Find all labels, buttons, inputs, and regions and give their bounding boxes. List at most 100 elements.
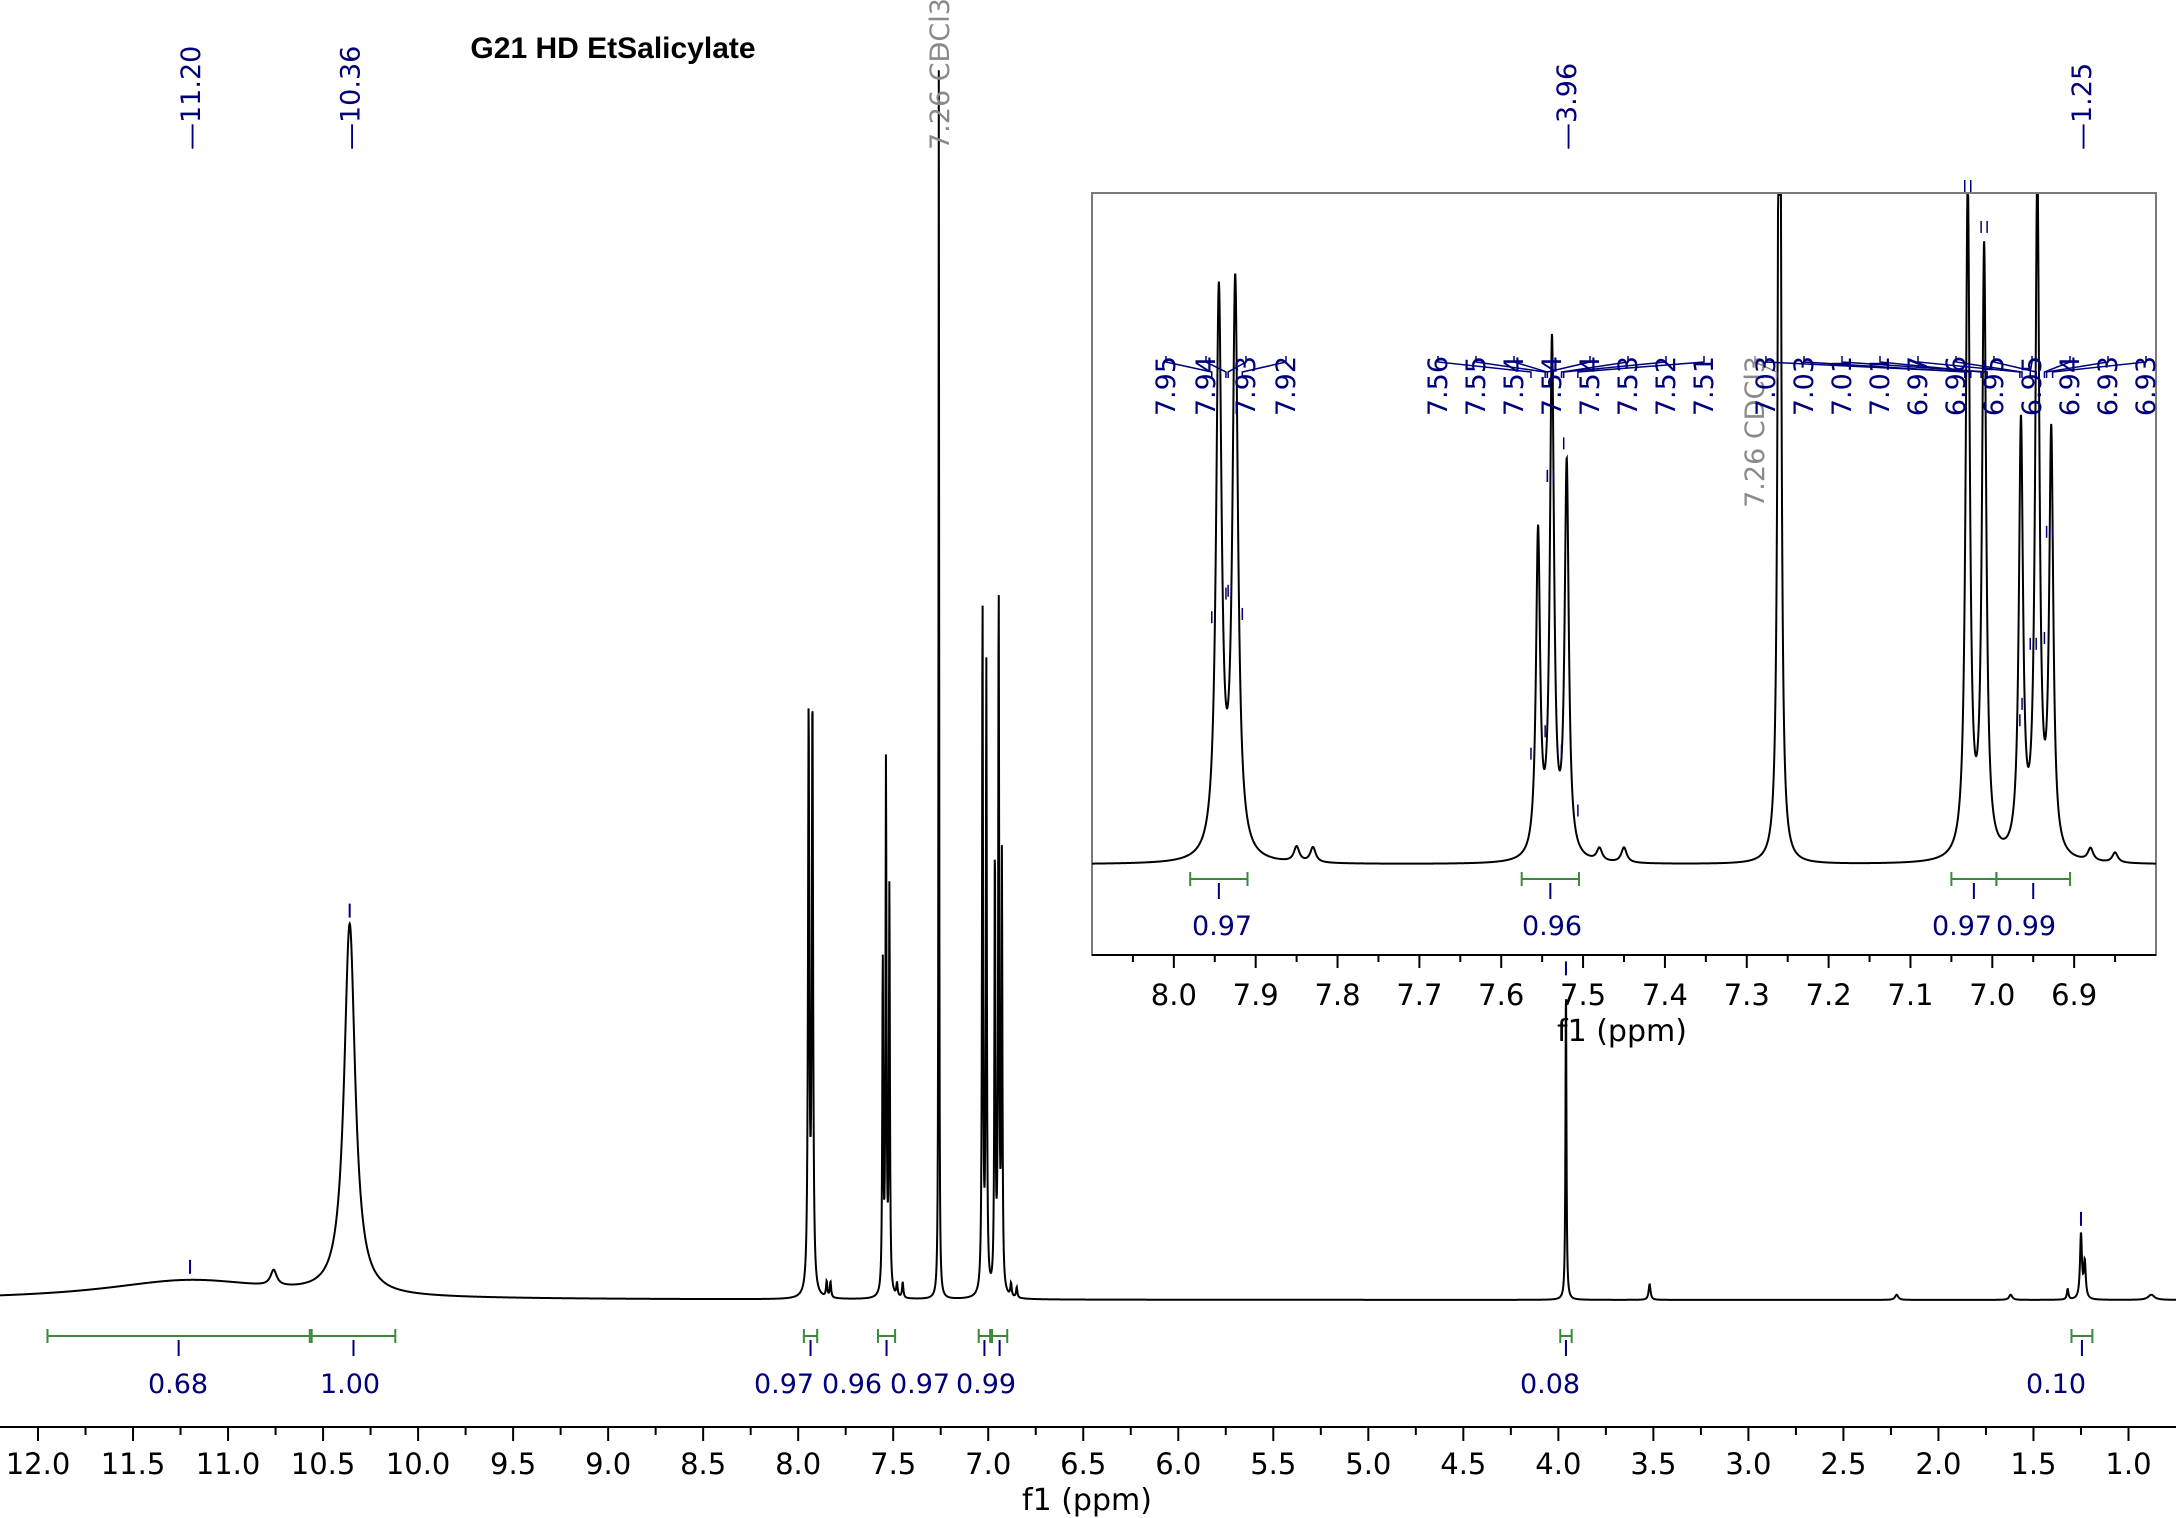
main-x-tick-label: 7.5	[870, 1447, 916, 1481]
inset-peak-connector	[1765, 356, 1972, 378]
inset-peak-connector	[1879, 356, 1982, 378]
inset-peak-label: 7.94	[1191, 356, 1222, 416]
main-x-tick-label: 12.0	[6, 1447, 71, 1481]
inset-peak-label: 7.01	[1865, 356, 1896, 416]
inset-x-tick-label: 7.1	[1887, 978, 1933, 1012]
inset-peak-connector	[2051, 356, 2147, 378]
peak-label: —10.36	[336, 46, 367, 150]
inset-peak-label: 6.95	[1979, 356, 2010, 416]
inset-peak-connector	[1841, 356, 1988, 378]
inset-peak-connector	[2043, 356, 2071, 378]
inset-peak-label: 6.96	[1941, 356, 1972, 416]
inset-peak-connector	[2045, 356, 2109, 378]
inset-peak-label: 6.95	[2017, 356, 2048, 416]
inset-peak-connector	[1993, 356, 2037, 378]
inset-peak-connector	[1560, 356, 1629, 378]
inset-x-tick-label: 7.5	[1560, 978, 1606, 1012]
inset-x-tick-label: 7.9	[1233, 978, 1279, 1012]
main-x-tick-label: 2.0	[1915, 1447, 1961, 1481]
inset-x-tick-label: 8.0	[1151, 978, 1197, 1012]
inset-peak-connector	[1437, 356, 1532, 378]
inset-peak-connector	[1577, 356, 1705, 378]
main-x-tick-label: 9.0	[585, 1447, 631, 1481]
main-x-tick-label: 1.5	[2010, 1447, 2056, 1481]
peak-label: —1.25	[2067, 63, 2098, 150]
inset-peak-connector	[1165, 356, 1213, 378]
chart-title: G21 HD EtSalicylate	[470, 32, 755, 65]
integral-value: 0.08	[1520, 1369, 1580, 1400]
inset-x-tick-label: 7.6	[1478, 978, 1524, 1012]
inset-peak-label: 7.01	[1827, 356, 1858, 416]
inset-peak-label: 7.51	[1689, 356, 1720, 416]
main-integrals: 0.68 1.00 0.97 0.96 0.97 0.99 0.08 0.10	[46, 1329, 2094, 1400]
inset-peak-connector	[1955, 356, 2023, 378]
inset-x-axis: 8.0 7.9 7.8 7.7 7.6 7.5 7.4 7.3 7.2 7.1 7.0 6.9	[1092, 954, 2156, 1012]
inset-peak-connector	[1562, 356, 1667, 378]
inset-integrals: 0.97 0.96 0.97 0.99	[1189, 872, 2072, 942]
inset-peak-label: 7.03	[1751, 356, 1782, 416]
main-x-tick-label: 5.0	[1345, 1447, 1391, 1481]
main-x-axis-title: f1 (ppm)	[1022, 1483, 1152, 1518]
main-x-tick-label: 11.0	[196, 1447, 261, 1481]
main-x-tick-label: 4.5	[1440, 1447, 1486, 1481]
inset-x-tick-label: 6.9	[2051, 978, 2097, 1012]
main-x-tick-label: 8.5	[680, 1447, 726, 1481]
inset-peak-label: 6.94	[2055, 356, 2086, 416]
main-peak-labels: —11.20 —10.36 7.26 CDCl3 —3.96 —1.25	[176, 0, 2098, 1274]
inset-peak-connector	[1227, 356, 1247, 378]
main-x-axis: 12.0 11.5 11.0 10.5 10.0 9.5 9.0 8.5 8.0 7.5 7.0 6.…	[0, 1426, 2176, 1481]
inset-peak-label: 7.93	[1231, 356, 1262, 416]
inset-x-tick-label: 7.7	[1396, 978, 1442, 1012]
inset-peak-connector	[1754, 356, 1778, 378]
inset-x-tick-label: 7.0	[1969, 978, 2015, 1012]
integral-value: 0.68	[148, 1369, 208, 1400]
inset-peak-connector	[1475, 356, 1546, 378]
integral-value: 0.97	[754, 1369, 814, 1400]
inset-x-tick-label: 7.8	[1314, 978, 1360, 1012]
integral-value: 0.96	[822, 1369, 882, 1400]
inset-peak-connector	[1917, 356, 2021, 378]
integral-value: 1.00	[320, 1369, 380, 1400]
main-x-tick-label: 10.5	[291, 1447, 356, 1481]
inset-peak-connector	[1803, 356, 1966, 378]
main-x-tick-label: 10.0	[386, 1447, 451, 1481]
inset-x-tick-label: 7.4	[1642, 978, 1688, 1012]
inset-integral-value: 0.97	[1932, 911, 1992, 942]
main-x-tick-label: 3.5	[1630, 1447, 1676, 1481]
inset-peak-connector	[1241, 356, 1287, 378]
main-x-tick-label: 4.0	[1535, 1447, 1581, 1481]
inset-peak-connector	[1205, 356, 1227, 378]
main-spectrum-trace	[0, 70, 2176, 1301]
main-x-tick-label: 6.5	[1060, 1447, 1106, 1481]
main-x-tick-label: 3.0	[1725, 1447, 1771, 1481]
main-x-tick-label: 2.5	[1820, 1447, 1866, 1481]
inset-peak-connector	[2029, 356, 2033, 378]
inset-x-axis-title: f1 (ppm)	[1557, 1014, 1687, 1049]
inset-peak-connector	[1546, 356, 1591, 378]
inset-peak-labels: 7.95 7.94 7.93 7.92 7.56 7.55 7.54 7.54 7.54 7.53…	[1151, 180, 2162, 817]
inset-peak-label: 7.92	[1271, 356, 1302, 416]
inset-peak-label: 6.93	[2131, 356, 2162, 416]
inset-integral-value: 0.99	[1996, 911, 2056, 942]
integral-value: 0.99	[956, 1369, 1016, 1400]
main-x-tick-label: 9.5	[490, 1447, 536, 1481]
solvent-peak-label: 7.26 CDCl3	[925, 0, 956, 150]
main-x-tick-label: 5.5	[1250, 1447, 1296, 1481]
main-x-tick-label: 11.5	[101, 1447, 166, 1481]
inset-peak-label: 7.95	[1151, 356, 1182, 416]
main-x-tick-label: 7.0	[965, 1447, 1011, 1481]
inset-peak-label: 6.97	[1903, 356, 1934, 416]
main-spectrum-group	[0, 70, 2176, 1301]
peak-label: —11.20	[176, 46, 207, 150]
peak-label: —3.96	[1552, 63, 1583, 150]
inset-peak-connector	[1551, 356, 1555, 378]
inset-spectrum-trace	[1091, 194, 2156, 865]
inset-peak-label: 7.56	[1423, 356, 1454, 416]
main-x-tick-label: 6.0	[1155, 1447, 1201, 1481]
main-x-tick-label: 8.0	[775, 1447, 821, 1481]
integral-value: 0.97	[890, 1369, 950, 1400]
inset-integral-value: 0.97	[1192, 911, 1252, 942]
inset-x-tick-label: 7.3	[1724, 978, 1770, 1012]
inset-peak-label: 7.03	[1789, 356, 1820, 416]
